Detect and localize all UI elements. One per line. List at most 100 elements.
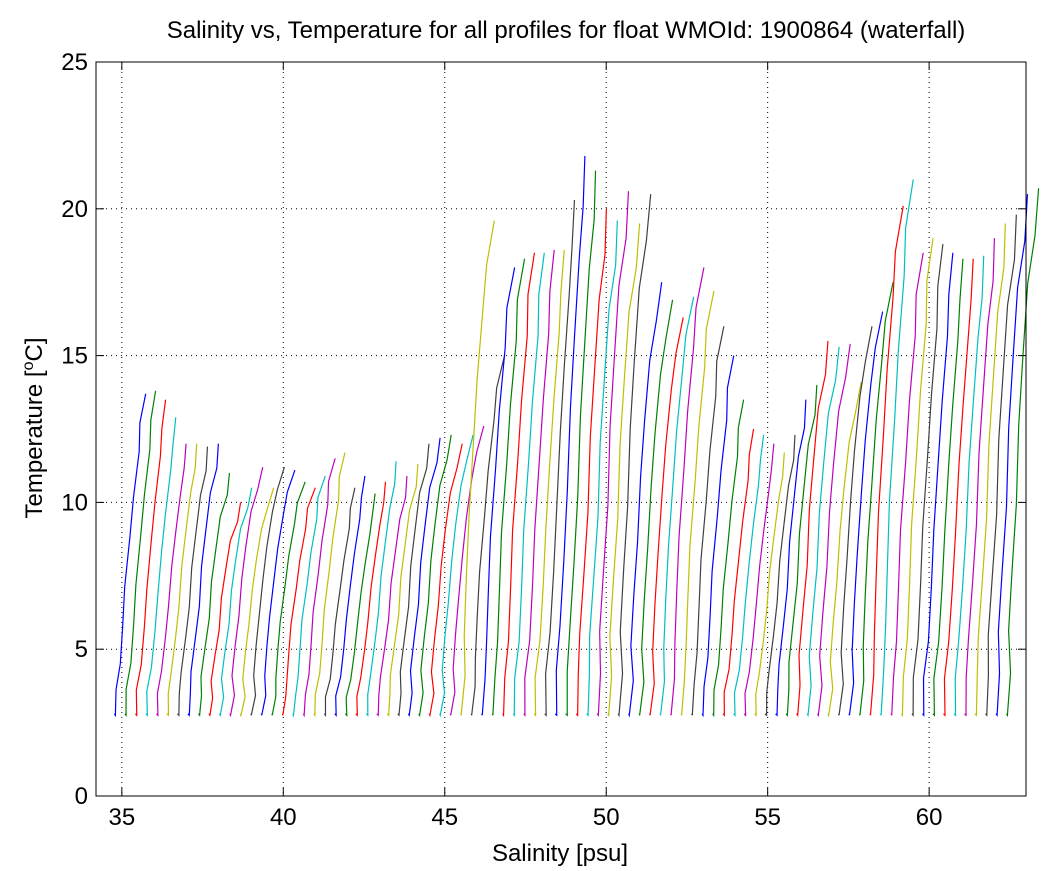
profile-line [722, 428, 755, 717]
profile-line [649, 317, 684, 716]
profile-line [796, 340, 829, 717]
x-axis-label: Salinity [psu] [492, 840, 628, 867]
profile-line [837, 326, 873, 716]
y-tick-label: 20 [61, 196, 88, 223]
profile-line [260, 469, 296, 716]
profile-line [953, 255, 985, 717]
profile-line [691, 326, 725, 716]
profile-line [922, 252, 954, 717]
y-tick-label: 25 [61, 49, 88, 76]
profile-line [323, 487, 356, 717]
chart-title: Salinity vs, Temperature for all profile… [167, 17, 966, 44]
profile-line [901, 238, 934, 718]
profile-line [166, 443, 198, 717]
profile-line [565, 170, 597, 717]
profile-line [145, 417, 177, 717]
profile-line [271, 481, 306, 716]
profile-line [481, 267, 516, 716]
x-tick-label: 35 [108, 804, 135, 831]
profile-line [670, 267, 705, 716]
profile-line [733, 434, 765, 717]
profile-line [659, 296, 695, 716]
y-tick-label: 0 [75, 783, 88, 810]
profile-line [502, 252, 536, 718]
profile-line [964, 238, 996, 717]
x-tick-label: 55 [754, 804, 781, 831]
profile-line [754, 452, 785, 717]
profile-line [523, 249, 555, 717]
profile-line [491, 258, 526, 716]
profile-line [292, 475, 326, 718]
profile-line [911, 243, 944, 718]
profile-line [764, 434, 796, 717]
profile-line [176, 446, 209, 717]
y-tick-label: 10 [61, 489, 88, 516]
profile-line [155, 443, 187, 717]
profile-line [869, 205, 904, 716]
profile-line [617, 194, 652, 718]
profile-series [113, 155, 1040, 718]
profile-line [334, 475, 366, 717]
profile-line [890, 252, 924, 716]
profile-line [817, 343, 851, 718]
profile-line [628, 282, 663, 718]
profile-line [250, 466, 285, 716]
profile-line [712, 399, 745, 718]
profile-line [995, 194, 1029, 717]
x-tick-label: 60 [916, 804, 943, 831]
y-axis-label-main: Temperature [ [21, 370, 48, 518]
y-axis-label-end: C] [21, 338, 48, 362]
profile-line [344, 493, 376, 717]
profile-line [932, 258, 964, 717]
profile-line [785, 384, 818, 717]
profile-line [827, 381, 862, 718]
profile-line [544, 199, 576, 717]
profile-line [239, 487, 275, 718]
profile-line [879, 179, 914, 716]
y-axis-label-superscript: o [20, 361, 37, 370]
profile-line [197, 472, 231, 717]
profile-line [680, 290, 715, 716]
profile-line [743, 443, 775, 717]
y-tick-label: 5 [75, 636, 88, 663]
x-tick-label: 50 [593, 804, 620, 831]
profile-line [533, 249, 565, 717]
profile-line [775, 399, 807, 717]
profile-line [858, 282, 894, 716]
profile-line [187, 443, 219, 717]
profile-line [313, 452, 346, 718]
x-tick-label: 40 [270, 804, 297, 831]
profile-line [218, 487, 253, 717]
plot-frame [95, 61, 1027, 797]
profile-line [596, 191, 630, 717]
profile-line [355, 481, 387, 717]
profile-line [407, 437, 441, 717]
profile-line [397, 443, 430, 717]
profile-line [418, 434, 452, 718]
profile-line [428, 443, 463, 718]
profile-line [449, 425, 485, 716]
profile-line [386, 464, 419, 717]
y-tick-label: 15 [61, 343, 88, 370]
profile-line [974, 223, 1006, 717]
profile-line [701, 355, 735, 718]
profile-line [554, 155, 586, 717]
profile-line [848, 311, 884, 716]
y-axis-label: Temperature [oC] [20, 338, 48, 519]
profile-line [575, 208, 607, 717]
profile-line [302, 458, 336, 718]
y-axis-ticks: 0 5 10 15 20 25 [61, 49, 1026, 810]
profile-line [376, 475, 408, 717]
profile-line [365, 461, 397, 717]
profile-line [281, 487, 316, 716]
profile-line [806, 346, 840, 718]
profile-line [1005, 188, 1040, 718]
profile-line [460, 220, 495, 716]
profile-line [134, 399, 167, 717]
x-tick-label: 45 [431, 804, 458, 831]
profile-line [512, 252, 545, 718]
profile-line [985, 214, 1017, 717]
profile-line [638, 299, 674, 716]
profile-line [586, 220, 618, 717]
